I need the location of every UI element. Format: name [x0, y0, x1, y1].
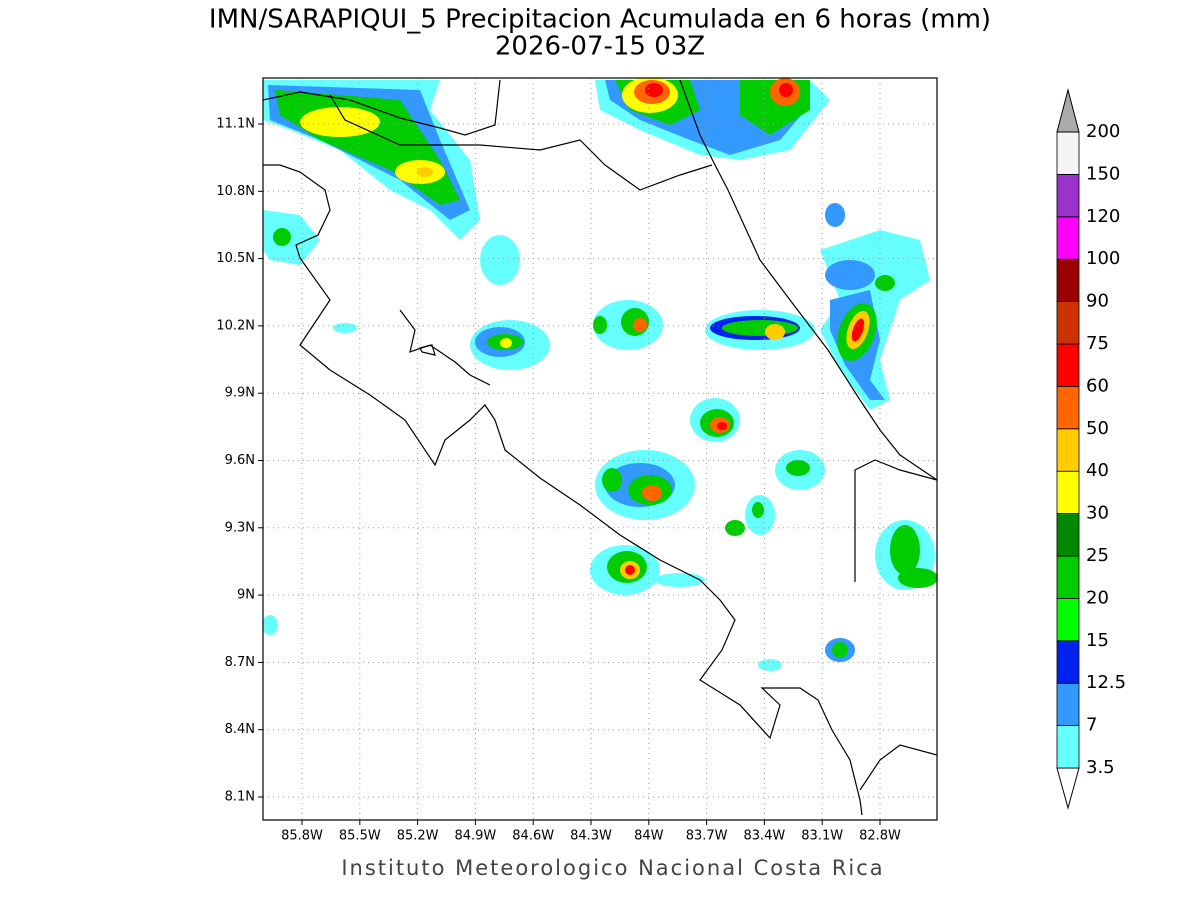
- lon-tick-label: 83.7W: [686, 829, 728, 844]
- colorbar-box: [1056, 513, 1080, 557]
- colorbar-box: [1056, 470, 1080, 515]
- lon-tick-label: 84W: [634, 829, 664, 844]
- lat-tick-label: 11.1N: [216, 117, 255, 132]
- lon-tick-label: 85.8W: [281, 829, 323, 844]
- footer: Instituto Meteorologico Nacional Costa R…: [341, 856, 884, 880]
- colorbar-label: 100: [1086, 248, 1120, 269]
- colorbar-label: 50: [1086, 418, 1109, 439]
- colorbar-under: [1056, 767, 1080, 810]
- colorbar-box: [1056, 173, 1080, 218]
- colorbar-box: [1056, 640, 1080, 684]
- colorbar-box: [1056, 428, 1080, 472]
- coastline: [263, 79, 937, 816]
- colorbar-label: 75: [1086, 333, 1109, 354]
- colorbar-label: 200: [1086, 121, 1120, 142]
- lat-tick-label: 8.1N: [225, 790, 255, 805]
- colorbar-label: 60: [1086, 375, 1109, 396]
- map-area: [263, 78, 937, 820]
- lon-tick-label: 83.1W: [801, 829, 843, 844]
- lon-tick-label: 83.4W: [743, 829, 785, 844]
- lat-tick-label: 10.8N: [216, 184, 255, 199]
- title: IMN/SARAPIQUI_5 Precipitacion Acumulada …: [209, 5, 991, 35]
- colorbar-label: 150: [1086, 163, 1120, 184]
- colorbar-box: [1056, 555, 1080, 599]
- lat-tick-label: 8.4N: [225, 722, 255, 737]
- colorbar-label: 120: [1086, 206, 1120, 227]
- colorbar-box: [1056, 598, 1080, 642]
- lon-tick-label: 84.6W: [512, 829, 554, 844]
- colorbar-label: 12.5: [1086, 672, 1126, 693]
- colorbar-label: 7: [1086, 715, 1097, 736]
- lat-tick-label: 9.9N: [225, 386, 255, 401]
- colorbar-label: 15: [1086, 630, 1109, 651]
- colorbar-box: [1056, 131, 1080, 175]
- subtitle: 2026-07-15 03Z: [495, 32, 705, 62]
- lon-tick-label: 84.3W: [570, 829, 612, 844]
- colorbar-over: [1056, 88, 1080, 133]
- lon-tick-label: 82.8W: [859, 829, 901, 844]
- colorbar-label: 25: [1086, 545, 1109, 566]
- colorbar-box: [1056, 725, 1080, 769]
- colorbar-label: 30: [1086, 503, 1109, 524]
- colorbar-box: [1056, 385, 1080, 430]
- colorbar-box: [1056, 343, 1080, 387]
- lat-tick-label: 9.6N: [225, 453, 255, 468]
- colorbar-label: 3.5: [1086, 757, 1115, 778]
- lon-tick-label: 85.2W: [397, 829, 439, 844]
- lat-tick-label: 8.7N: [225, 655, 255, 670]
- lat-tick-label: 10.5N: [216, 251, 255, 266]
- colorbar-box: [1056, 682, 1080, 727]
- axes: 85.8W 85.5W 85.2W 84.9W 84.6W 84.3W 84W 83.7W 83…: [216, 117, 901, 844]
- lon-tick-label: 85.5W: [339, 829, 381, 844]
- lon-tick-label: 84.9W: [454, 829, 496, 844]
- colorbar-label: 90: [1086, 291, 1109, 312]
- colorbar-box: [1056, 258, 1080, 303]
- graticule: [263, 78, 937, 820]
- lat-tick-label: 9.3N: [225, 520, 255, 535]
- lat-tick-label: 10.2N: [216, 318, 255, 333]
- lat-tick-label: 9N: [237, 588, 255, 603]
- colorbar: 3.5 7 12.5 15 20 25 30 40 50 60 75 90 100 120 150 200: [1056, 88, 1126, 810]
- plot-frame: [262, 77, 938, 821]
- colorbar-box: [1056, 216, 1080, 260]
- colorbar-label: 20: [1086, 587, 1109, 608]
- precipitation-field: [263, 78, 937, 671]
- colorbar-label: 40: [1086, 460, 1109, 481]
- colorbar-box: [1056, 301, 1080, 345]
